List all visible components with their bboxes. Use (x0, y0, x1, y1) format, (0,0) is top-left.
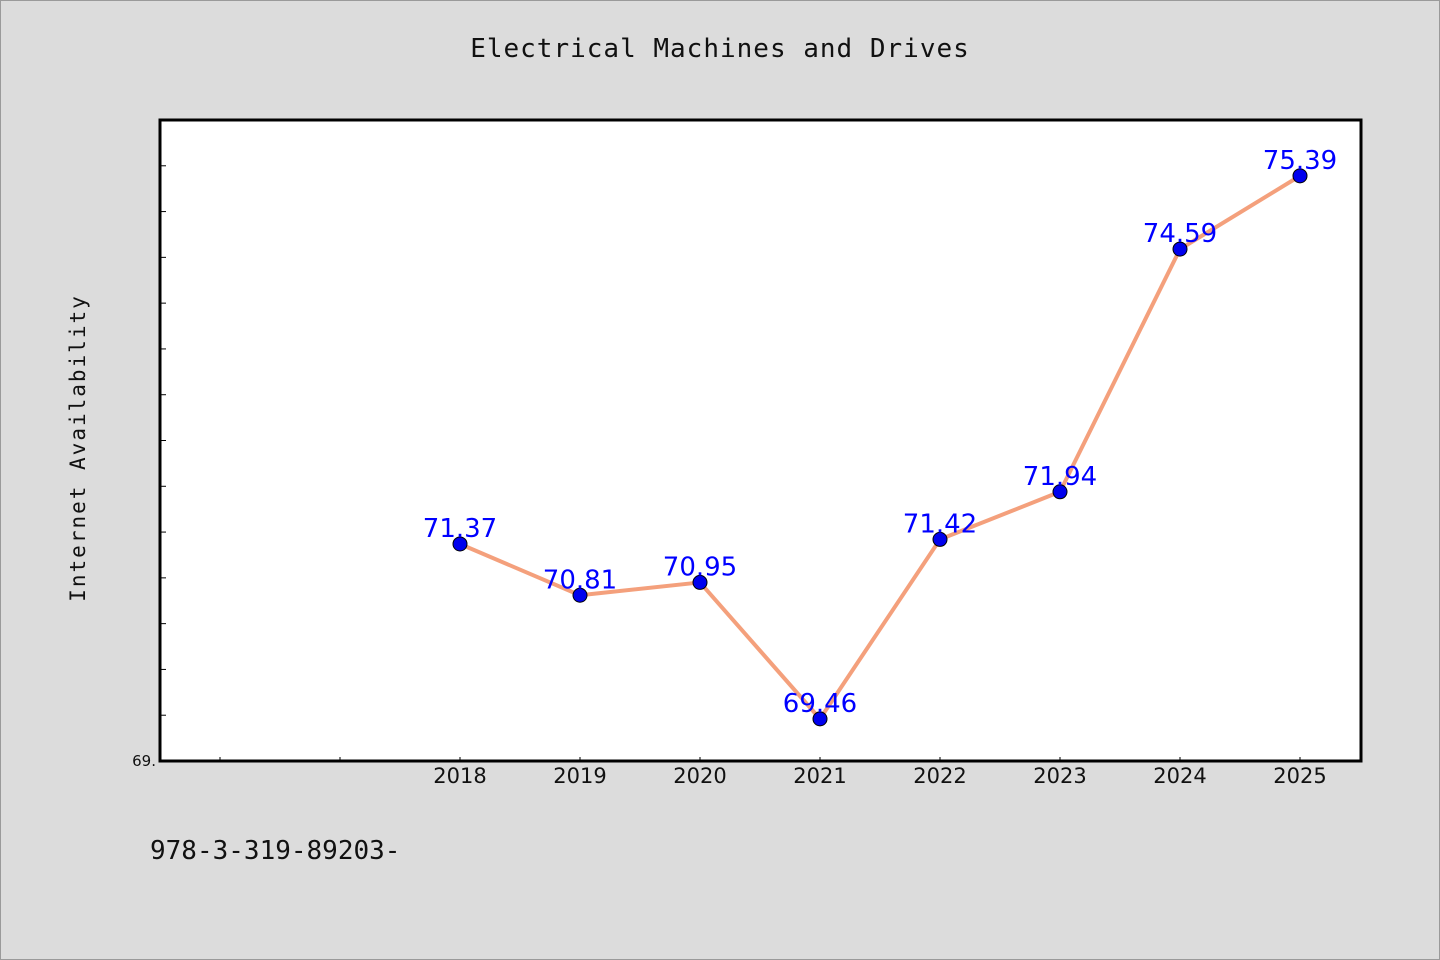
data-point (572, 587, 588, 603)
data-label: 74.59 (1143, 219, 1217, 249)
data-label: 69.46 (783, 689, 857, 719)
data-label: 70.95 (663, 552, 737, 582)
data-point (932, 531, 948, 547)
series-line (459, 174, 1302, 721)
data-point (812, 711, 828, 727)
data-point (1052, 484, 1068, 500)
series-group: 71.37 70.81 70.95 69.46 71.42 71.94 74.59 75.39 (423, 146, 1337, 727)
x-tick-label: 2025 (1273, 764, 1326, 788)
y-tick-label: 69. (132, 752, 156, 770)
y-axis-ticks: 69. (132, 165, 166, 770)
x-axis-ticks: 2018 2019 2020 2021 2022 2023 2024 2025 (219, 757, 1327, 788)
x-tick-label: 2021 (793, 764, 846, 788)
x-tick-label: 2024 (1153, 764, 1206, 788)
chart-title: Electrical Machines and Drives (470, 34, 970, 64)
x-tick-label: 2018 (433, 764, 486, 788)
data-label: 75.39 (1263, 146, 1337, 176)
data-point (692, 574, 708, 590)
data-point (1172, 241, 1188, 257)
plot-area (158, 118, 1363, 763)
data-point (452, 536, 468, 552)
data-point (1292, 168, 1308, 184)
x-tick-label: 2020 (673, 764, 726, 788)
data-label: 70.81 (543, 565, 617, 595)
x-tick-label: 2019 (553, 764, 606, 788)
x-tick-label: 2022 (913, 764, 966, 788)
x-tick-label: 2023 (1033, 764, 1086, 788)
data-label: 71.42 (903, 509, 977, 539)
data-label: 71.37 (423, 514, 497, 544)
data-label: 71.94 (1023, 462, 1097, 492)
footnote-text: 978-3-319-89203- (150, 836, 401, 866)
